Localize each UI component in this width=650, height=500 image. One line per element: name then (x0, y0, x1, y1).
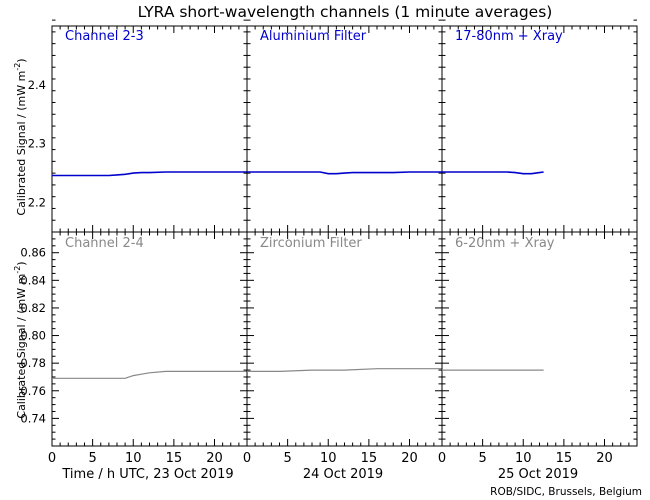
y-tick-label: 0.84 (20, 273, 46, 287)
y-tick-label: 0.76 (20, 384, 46, 398)
x-tick-label: 5 (283, 451, 291, 466)
panel-top-1-label: Aluminium Filter (260, 29, 367, 44)
panel-top-1-frame (246, 25, 443, 233)
row-bottom: Calibrated Signal / (mW m-2) Channel 2-4… (13, 231, 638, 447)
series-line-top-2 (442, 171, 544, 175)
panel-top-0-label: Channel 2-3 (65, 29, 144, 44)
panel-top-2-label: 17-80nm + Xray (455, 29, 563, 44)
x-tick-label: 15 (166, 451, 183, 466)
day-label-2: 25 Oct 2019 (498, 467, 578, 482)
y-tick-label: 0.80 (20, 329, 46, 343)
x-tick-label: 0 (243, 451, 251, 466)
x-tick-label: 15 (361, 451, 378, 466)
panel-bottom-2-frame (441, 231, 638, 447)
panel-top-2: 17-80nm + Xray (441, 19, 638, 233)
x-tick-label: 10 (515, 451, 532, 466)
ylabel-bottom-close: ) (15, 261, 28, 265)
ylabel-top-sup: -2 (13, 63, 22, 71)
x-tick-label: 0 (438, 451, 446, 466)
x-axis: 0 5 10 15 20 0 5 10 15 20 0 5 10 15 20 (48, 451, 613, 466)
y-tick-label: 0.86 (20, 246, 46, 260)
panel-bottom-1-frame (246, 231, 443, 447)
y-tick-label: 0.82 (20, 301, 46, 315)
panel-bottom-0-frame (51, 231, 248, 447)
panel-top-2-frame (441, 25, 638, 233)
x-tick-label: 5 (478, 451, 486, 466)
x-tick-label: 0 (48, 451, 56, 466)
panel-bottom-1-label: Zirconium Filter (260, 236, 362, 251)
ylabel-top: Calibrated Signal / (mW m-2) (13, 58, 28, 215)
ylabel-bottom: Calibrated Signal / (mW m-2) (13, 261, 28, 418)
credit-text: ROB/SIDC, Brussels, Belgium (490, 486, 642, 498)
y-tick-label: 2.2 (28, 196, 46, 210)
panel-top-0-frame (51, 25, 248, 233)
x-tick-label: 20 (206, 451, 223, 466)
ylabel-bottom-main: Calibrated Signal / (mW m (15, 274, 28, 419)
chart-title: LYRA short-wavelength channels (1 minute… (138, 3, 553, 21)
x-tick-label: 5 (88, 451, 96, 466)
y-tick-label: 2.3 (28, 137, 46, 151)
y-tick-label: 2.4 (28, 78, 46, 92)
series-line-bottom-1 (247, 368, 442, 372)
ylabel-top-main: Calibrated Signal / (mW m (15, 71, 28, 216)
panel-top-0: Channel 2-3 (51, 19, 248, 233)
ylabel-top-close: ) (15, 58, 28, 62)
series-line-top-0 (52, 171, 247, 177)
panel-bottom-1: Zirconium Filter (246, 231, 443, 447)
x-tick-label: 10 (125, 451, 142, 466)
panel-bottom-2-label: 6-20nm + Xray (455, 236, 555, 251)
day-labels: Time / h UTC, 23 Oct 2019 24 Oct 2019 25… (61, 467, 578, 482)
day-label-0: Time / h UTC, 23 Oct 2019 (61, 467, 233, 482)
row-top: Calibrated Signal / (mW m-2) Channel 2-3… (13, 19, 638, 233)
x-tick-label: 15 (556, 451, 573, 466)
series-line-bottom-0 (52, 370, 247, 379)
x-tick-label: 20 (596, 451, 613, 466)
x-tick-label: 20 (401, 451, 418, 466)
y-tick-label: 0.78 (20, 356, 46, 370)
panel-bottom-0: Channel 2-4 (51, 231, 248, 447)
ylabel-bottom-sup: -2 (13, 266, 22, 274)
panel-bottom-0-label: Channel 2-4 (65, 236, 144, 251)
x-tick-label: 10 (320, 451, 337, 466)
day-label-1: 24 Oct 2019 (303, 467, 383, 482)
series-line-top-1 (247, 171, 442, 175)
panel-bottom-2: 6-20nm + Xray (441, 231, 638, 447)
panel-top-1: Aluminium Filter (246, 19, 443, 233)
y-tick-label: 0.74 (20, 411, 46, 425)
